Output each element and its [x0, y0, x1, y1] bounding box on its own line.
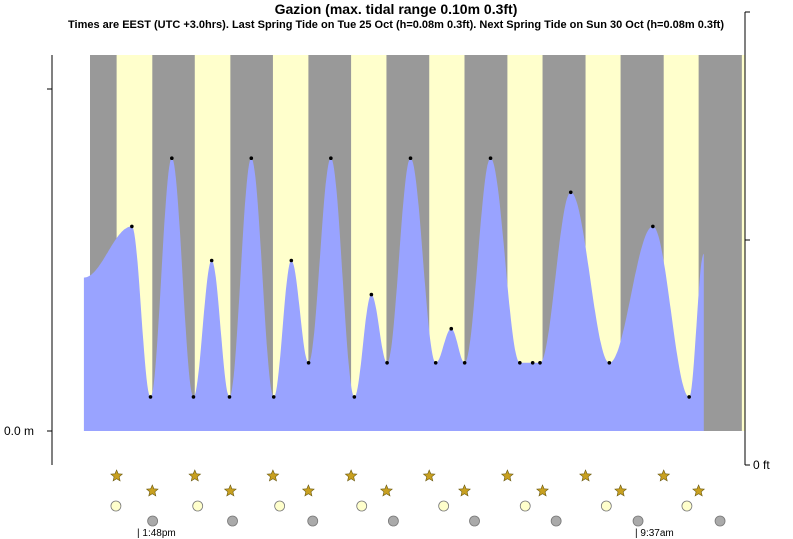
moonset-icon [147, 515, 159, 527]
tide-point [449, 326, 454, 331]
moonrise-icon [356, 500, 368, 512]
moon-phase-time: | 9:37am [635, 528, 674, 539]
tide-point [352, 395, 357, 399]
tide-point [518, 361, 522, 365]
axes: 0.0 m 0 ft [4, 11, 770, 472]
tide-point [687, 395, 691, 399]
moonrise-icon [681, 500, 693, 512]
moonrise-icon [274, 500, 286, 512]
sun-icon [579, 469, 593, 482]
tide-point [130, 224, 134, 229]
tide-point [170, 156, 174, 160]
sun-icon [266, 469, 280, 482]
tide-point [385, 361, 389, 365]
tide-point [433, 361, 438, 365]
sun-icon [110, 469, 124, 482]
moonset-icon [632, 515, 644, 527]
sun-icon [458, 484, 471, 497]
tide-point [148, 395, 153, 399]
tide-point [408, 156, 413, 160]
tide-point [530, 361, 535, 365]
sun-icon [223, 484, 237, 497]
sun-icon [657, 469, 671, 482]
moonset-icon [307, 515, 319, 527]
moonrise-icon [519, 500, 531, 512]
left-axis-zero-label: 0.0 m [4, 424, 34, 438]
sun-icon [301, 484, 315, 497]
tide-point [306, 361, 311, 365]
tide-point [369, 292, 374, 297]
sun-icon [500, 469, 514, 482]
tide-point [289, 258, 294, 263]
sun-icon [379, 484, 393, 497]
sun-icon [614, 484, 628, 497]
chart-title: Gazion (max. tidal range 0.10m 0.3ft) [275, 1, 518, 17]
right-axis-zero-label: 0 ft [753, 458, 770, 472]
moonset-icon [714, 515, 726, 527]
tide-point [462, 361, 467, 365]
tide-point [538, 361, 542, 365]
sun-icon [692, 484, 706, 497]
tide-point [568, 190, 573, 195]
chart-subtitle: Times are EEST (UTC +3.0hrs). Last Sprin… [68, 19, 724, 31]
daylight-band [741, 55, 745, 431]
sun-moon-times [110, 469, 726, 527]
sun-icon [344, 469, 358, 482]
moonrise-icon [192, 500, 204, 512]
tide-point [191, 395, 196, 399]
moon-phase-time: | 1:48pm [137, 528, 176, 539]
tide-point [488, 156, 493, 160]
tide-point [651, 224, 655, 229]
tide-point [209, 258, 214, 263]
moonrise-icon [110, 500, 122, 512]
tide-point [227, 395, 232, 399]
tide-point [329, 156, 333, 160]
tide-point [607, 361, 612, 365]
moonset-icon [469, 515, 480, 527]
sun-icon [536, 484, 549, 497]
moonset-icon [387, 515, 399, 527]
moon-phases: | 1:48pm | 9:37am [137, 528, 674, 539]
sun-icon [422, 469, 436, 482]
tide-point [271, 395, 276, 399]
tide-point [249, 156, 254, 160]
moonset-icon [550, 515, 562, 527]
sun-icon [188, 469, 202, 482]
moonrise-icon [600, 500, 612, 512]
tide-area [83, 158, 704, 431]
moonset-icon [227, 515, 238, 527]
sun-icon [145, 484, 159, 497]
tide-labels [130, 156, 691, 399]
moonrise-icon [438, 500, 450, 512]
